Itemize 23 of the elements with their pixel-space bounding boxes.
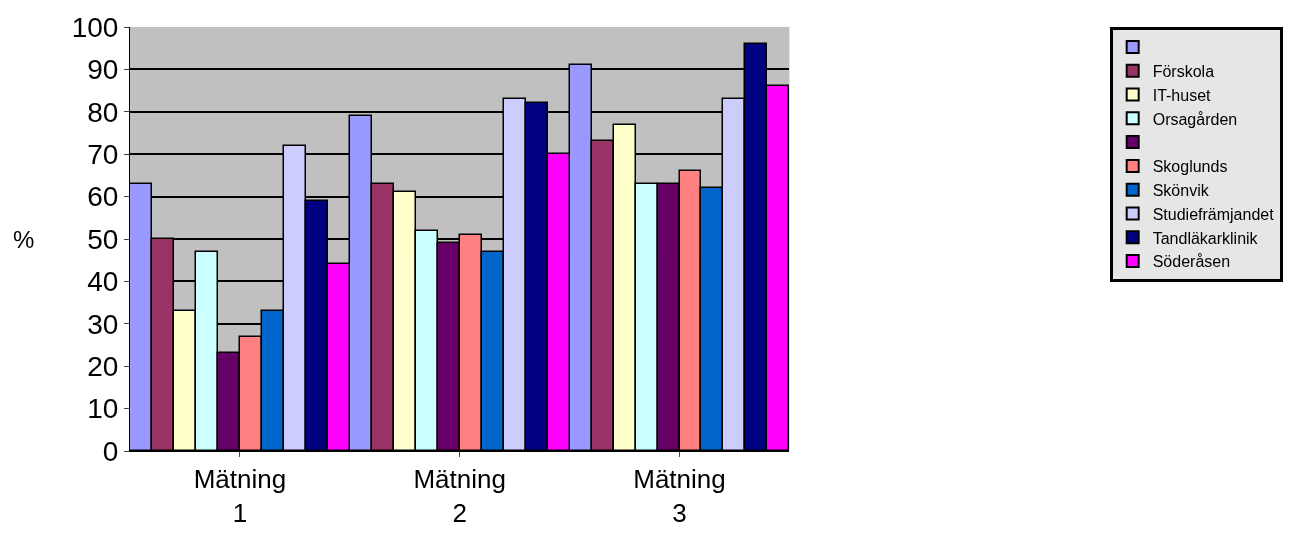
legend-label: Skönvik bbox=[1152, 181, 1210, 199]
y-tick-label: 100 bbox=[71, 11, 119, 43]
y-tick-label: 10 bbox=[87, 393, 119, 425]
x-tick-label: Mätning 2 bbox=[413, 464, 506, 528]
y-tick-label: 30 bbox=[87, 308, 119, 340]
legend-label: Förskola bbox=[1152, 62, 1215, 80]
legend-label: IT-huset bbox=[1152, 86, 1212, 104]
y-tick-label: 60 bbox=[87, 181, 119, 213]
y-tick-label: 50 bbox=[87, 223, 119, 255]
y-tick-label: 40 bbox=[87, 266, 119, 298]
y-axis-title: % bbox=[13, 226, 35, 253]
y-tick-label: 20 bbox=[87, 351, 119, 382]
legend-label: Skoglunds bbox=[1152, 158, 1228, 176]
legend-label: Söderåsen bbox=[1152, 253, 1231, 271]
y-tick-label: 80 bbox=[87, 96, 119, 128]
y-tick-label: 70 bbox=[87, 139, 119, 170]
x-tick-label: Mätning 1 bbox=[193, 464, 287, 528]
legend-label: Orsagården bbox=[1152, 110, 1238, 128]
y-tick-label: 90 bbox=[87, 54, 119, 86]
y-tick-label: 0 bbox=[102, 435, 119, 467]
x-tick-label: Mätning 3 bbox=[633, 464, 726, 528]
legend-label: Tandläkarklinik bbox=[1152, 229, 1259, 247]
legend-label: Studiefrämjandet bbox=[1152, 205, 1275, 223]
